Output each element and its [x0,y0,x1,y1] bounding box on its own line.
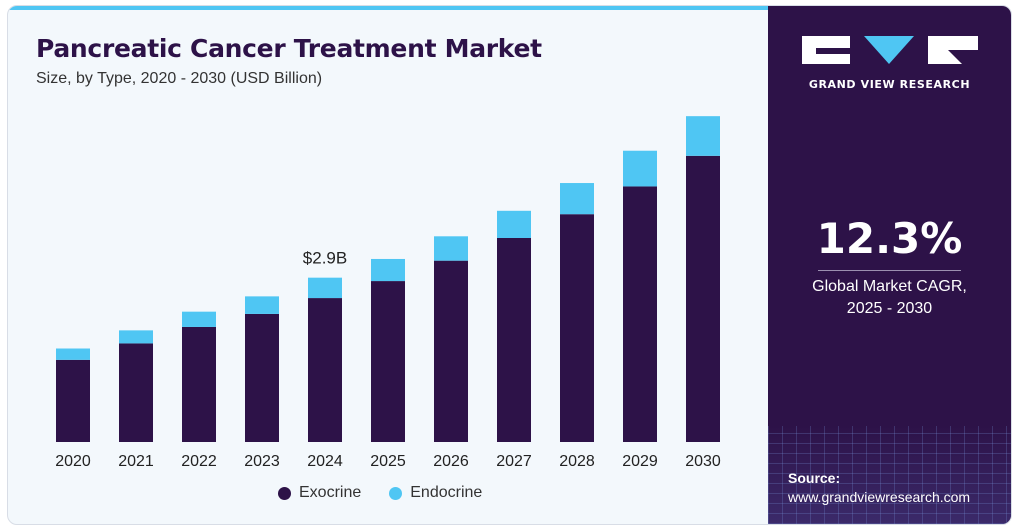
cagr-label-line2: 2025 - 2030 [846,300,933,317]
bar-endocrine-2030 [686,116,720,156]
bar-endocrine-2027 [497,210,531,238]
bar-endocrine-2024 [308,277,342,299]
brand-name: GRAND VIEW RESEARCH [808,78,971,91]
accent-line [8,6,768,10]
bar-exocrine-2021 [119,343,153,442]
bar-exocrine-2024 [308,298,342,442]
bar-exocrine-2029 [623,186,657,442]
bar-endocrine-2029 [623,150,657,187]
bar-endocrine-2026 [434,236,468,261]
cagr-value: 12.3% [816,214,963,263]
legend-item-exocrine: Exocrine [278,484,361,502]
x-tick-label-2024: 2024 [307,453,343,470]
chart-title: Pancreatic Cancer Treatment Market [36,34,542,63]
x-tick-label-2030: 2030 [685,453,721,470]
x-tick-label-2027: 2027 [496,453,532,470]
bar-endocrine-2023 [245,296,279,314]
cagr-label-line1: Global Market CAGR, [812,278,967,295]
x-tick-label-2028: 2028 [559,453,595,470]
legend-item-endocrine: Endocrine [389,484,482,502]
x-tick-label-2021: 2021 [118,453,154,470]
bar-endocrine-2025 [371,258,405,282]
bar-endocrine-2022 [182,311,216,327]
x-tick-label-2029: 2029 [622,453,658,470]
bar-endocrine-2028 [560,183,594,215]
bar-endocrine-2021 [119,330,153,344]
legend-label-endocrine: Endocrine [410,484,483,501]
legend-label-exocrine: Exocrine [299,484,362,501]
bar-exocrine-2020 [56,359,90,442]
source-label: Source: [788,470,841,486]
cagr-label: Global Market CAGR, 2025 - 2030 [768,276,1011,320]
source-link[interactable]: www.grandviewresearch.com [788,489,971,505]
legend-swatch-endocrine [389,486,403,500]
brand-logo [802,36,978,64]
bar-endocrine-2020 [56,348,90,360]
panel-grid-decoration [768,426,1011,524]
legend-swatch-exocrine [278,486,291,500]
data-label-2024: $2.9B [303,249,347,268]
bar-exocrine-2030 [686,155,720,443]
chart-subtitle: Size, by Type, 2020 - 2030 (USD Billion) [36,70,323,87]
bar-exocrine-2026 [434,260,468,442]
x-tick-label-2023: 2023 [244,453,280,470]
bar-exocrine-2025 [371,281,405,442]
x-tick-label-2020: 2020 [55,453,91,470]
bar-exocrine-2023 [245,313,279,442]
cagr-divider [818,270,961,271]
info-panel: GRAND VIEW RESEARCH 12.3% Global Market … [768,6,1011,524]
x-tick-label-2026: 2026 [433,453,469,470]
bar-exocrine-2028 [560,214,594,442]
bar-chart: 2020 2021 2022 2023 2024 2025 2026 2027 2028 2029… [55,116,721,470]
chart-legend: Exocrine Endocrine [278,484,482,502]
bar-exocrine-2022 [182,326,216,442]
bar-exocrine-2027 [497,238,531,442]
chart-card: Pancreatic Cancer Treatment Market Size,… [7,5,1012,525]
x-tick-label-2025: 2025 [370,453,406,470]
x-tick-label-2022: 2022 [181,453,217,470]
